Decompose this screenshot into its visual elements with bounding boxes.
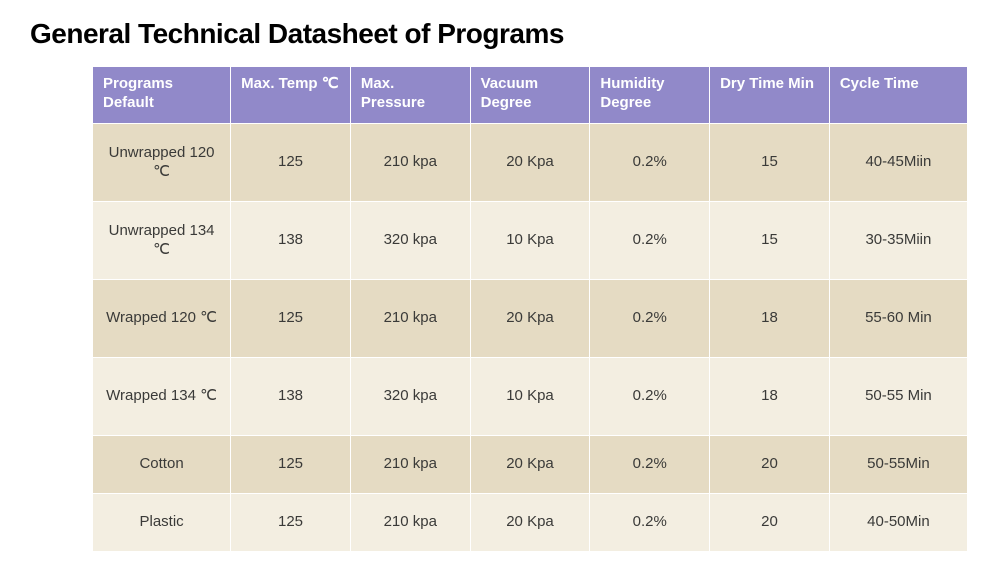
datasheet-table: Programs Default Max. Temp ℃ Max. Pressu… [92, 66, 968, 552]
table-row: Cotton 125 210 kpa 20 Kpa 0.2% 20 50-55M… [93, 435, 968, 493]
table-container: Programs Default Max. Temp ℃ Max. Pressu… [92, 66, 968, 552]
cell-vacuum: 20 Kpa [470, 123, 590, 201]
cell-vacuum: 20 Kpa [470, 279, 590, 357]
page: General Technical Datasheet of Programs … [0, 0, 1000, 570]
cell-cycle-time: 40-45Miin [829, 123, 967, 201]
cell-dry-time: 15 [710, 201, 830, 279]
cell-vacuum: 10 Kpa [470, 357, 590, 435]
cell-humidity: 0.2% [590, 123, 710, 201]
cell-vacuum: 10 Kpa [470, 201, 590, 279]
table-header-row: Programs Default Max. Temp ℃ Max. Pressu… [93, 67, 968, 124]
page-title: General Technical Datasheet of Programs [30, 18, 970, 50]
cell-max-temp: 138 [231, 201, 351, 279]
cell-vacuum: 20 Kpa [470, 435, 590, 493]
cell-pressure: 210 kpa [350, 435, 470, 493]
cell-dry-time: 20 [710, 493, 830, 551]
col-pressure: Max. Pressure [350, 67, 470, 124]
col-cycle-time: Cycle Time [829, 67, 967, 124]
cell-pressure: 320 kpa [350, 201, 470, 279]
cell-humidity: 0.2% [590, 357, 710, 435]
cell-cycle-time: 40-50Min [829, 493, 967, 551]
cell-humidity: 0.2% [590, 201, 710, 279]
col-dry-time: Dry Time Min [710, 67, 830, 124]
cell-max-temp: 125 [231, 493, 351, 551]
cell-pressure: 210 kpa [350, 123, 470, 201]
cell-pressure: 320 kpa [350, 357, 470, 435]
col-humidity: Humidity Degree [590, 67, 710, 124]
table-row: Unwrapped 120 ℃ 125 210 kpa 20 Kpa 0.2% … [93, 123, 968, 201]
cell-vacuum: 20 Kpa [470, 493, 590, 551]
col-programs: Programs Default [93, 67, 231, 124]
cell-dry-time: 15 [710, 123, 830, 201]
cell-cycle-time: 30-35Miin [829, 201, 967, 279]
cell-program: Wrapped 120 ℃ [93, 279, 231, 357]
cell-program: Wrapped 134 ℃ [93, 357, 231, 435]
cell-dry-time: 20 [710, 435, 830, 493]
cell-dry-time: 18 [710, 357, 830, 435]
cell-program: Plastic [93, 493, 231, 551]
cell-cycle-time: 50-55Min [829, 435, 967, 493]
cell-program: Unwrapped 120 ℃ [93, 123, 231, 201]
cell-humidity: 0.2% [590, 435, 710, 493]
cell-pressure: 210 kpa [350, 279, 470, 357]
cell-max-temp: 125 [231, 123, 351, 201]
col-vacuum: Vacuum Degree [470, 67, 590, 124]
cell-humidity: 0.2% [590, 279, 710, 357]
cell-program: Cotton [93, 435, 231, 493]
cell-dry-time: 18 [710, 279, 830, 357]
cell-humidity: 0.2% [590, 493, 710, 551]
table-row: Wrapped 134 ℃ 138 320 kpa 10 Kpa 0.2% 18… [93, 357, 968, 435]
cell-max-temp: 138 [231, 357, 351, 435]
table-row: Wrapped 120 ℃ 125 210 kpa 20 Kpa 0.2% 18… [93, 279, 968, 357]
cell-pressure: 210 kpa [350, 493, 470, 551]
cell-max-temp: 125 [231, 279, 351, 357]
col-max-temp: Max. Temp ℃ [231, 67, 351, 124]
cell-cycle-time: 50-55 Min [829, 357, 967, 435]
table-row: Unwrapped 134 ℃ 138 320 kpa 10 Kpa 0.2% … [93, 201, 968, 279]
cell-cycle-time: 55-60 Min [829, 279, 967, 357]
table-row: Plastic 125 210 kpa 20 Kpa 0.2% 20 40-50… [93, 493, 968, 551]
cell-max-temp: 125 [231, 435, 351, 493]
cell-program: Unwrapped 134 ℃ [93, 201, 231, 279]
table-head: Programs Default Max. Temp ℃ Max. Pressu… [93, 67, 968, 124]
table-body: Unwrapped 120 ℃ 125 210 kpa 20 Kpa 0.2% … [93, 123, 968, 551]
